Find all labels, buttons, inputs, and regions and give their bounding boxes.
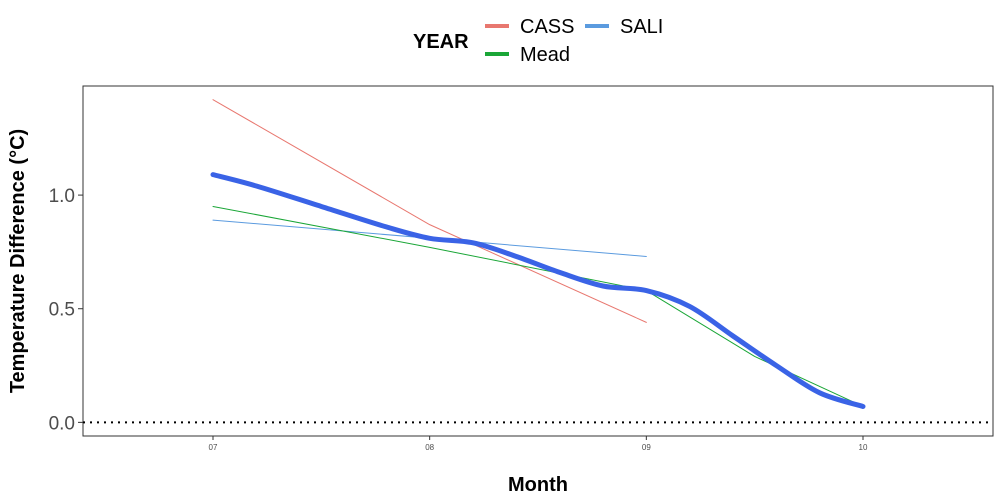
y-tick-label: 1.0	[49, 186, 75, 207]
x-tick-label: 10	[859, 443, 868, 452]
legend-label-sali: SALI	[620, 16, 663, 38]
x-axis-ticks: 07 08 09 10	[209, 436, 868, 452]
x-tick-label: 07	[209, 443, 218, 452]
x-axis-title: Month	[508, 474, 568, 496]
legend-label-mead: Mead	[520, 44, 570, 66]
y-axis-title: Temperature Difference (°C)	[7, 129, 29, 393]
y-tick-label: 0.5	[49, 300, 75, 321]
y-axis-ticks: 0.0 0.5 1.0	[49, 186, 83, 434]
x-tick-label: 08	[425, 443, 434, 452]
legend-title: YEAR	[413, 31, 469, 53]
legend: YEAR CASS SALI Mead	[413, 16, 663, 66]
y-tick-label: 0.0	[49, 413, 75, 434]
plot-panel	[82, 85, 994, 437]
series-lines	[210, 99, 866, 409]
series-line-cass	[212, 99, 647, 323]
legend-label-cass: CASS	[520, 16, 574, 38]
x-tick-label: 09	[642, 443, 651, 452]
overall-smooth-line	[210, 172, 866, 409]
